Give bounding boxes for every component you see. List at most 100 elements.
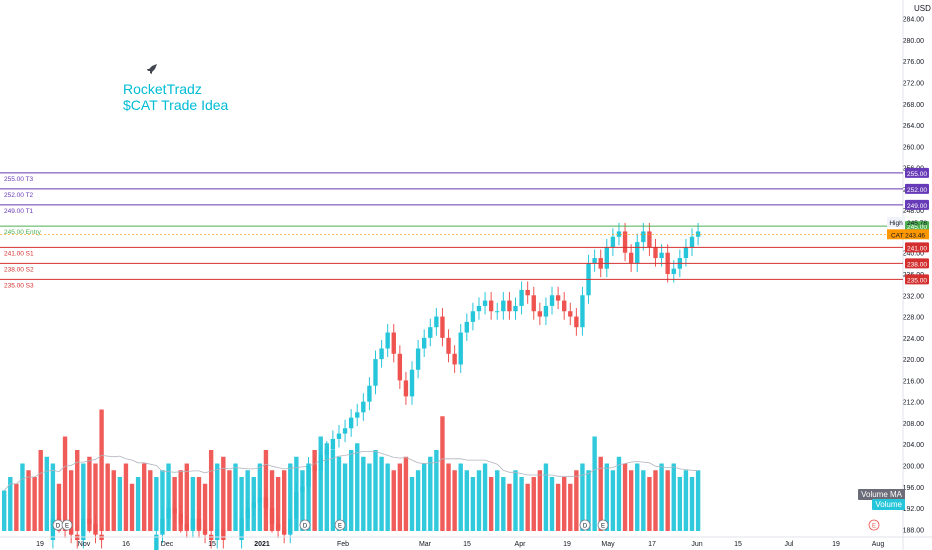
volume-bar xyxy=(568,483,573,531)
level-label: 249.00 T1 xyxy=(4,208,34,215)
event-marker-icon[interactable] xyxy=(61,519,73,531)
candle-body xyxy=(348,417,354,429)
volume-bar xyxy=(555,483,561,531)
level-label: 238.00 S2 xyxy=(4,266,34,273)
volume-bar xyxy=(202,483,208,531)
volume-bar xyxy=(38,450,43,531)
candle-body xyxy=(689,236,695,248)
volume-bar xyxy=(233,463,238,531)
candle-body xyxy=(440,316,445,338)
candle-body xyxy=(458,332,463,365)
volume-bar xyxy=(622,463,628,531)
volume-bar xyxy=(647,477,652,531)
candle-body xyxy=(87,518,92,525)
event-marker-icon[interactable] xyxy=(868,519,880,531)
volume-bar xyxy=(446,463,451,531)
candle-body xyxy=(434,316,439,328)
volume-label: Volume xyxy=(872,499,905,510)
price-tick-label: 264.00 xyxy=(903,123,925,130)
candle-body xyxy=(568,311,573,317)
volume-bar xyxy=(215,463,220,531)
price-tick-label: 248.00 xyxy=(903,208,925,215)
candle-body xyxy=(537,311,543,317)
volume-bar xyxy=(537,470,543,531)
candle-body xyxy=(501,300,506,312)
volume-bar xyxy=(592,436,597,531)
volume-bar xyxy=(312,450,317,531)
candle-body xyxy=(202,529,208,535)
candle-body xyxy=(610,236,616,248)
candle-body xyxy=(391,332,396,354)
candle-body xyxy=(154,534,159,550)
volume-bar xyxy=(519,477,524,531)
volume-bar xyxy=(32,477,37,531)
time-tick-label: 15 xyxy=(208,541,216,548)
price-tick-label: 196.00 xyxy=(903,485,925,492)
candle-body xyxy=(245,508,250,519)
event-marker-icon[interactable] xyxy=(597,519,609,531)
event-marker-icon[interactable] xyxy=(334,519,346,531)
price-tick-label: 284.00 xyxy=(903,17,925,24)
level-price-tag-text: 255.00 xyxy=(907,171,927,178)
annotation-author: RocketTradz xyxy=(123,81,202,97)
level-price-tag xyxy=(905,242,929,253)
volume-bar xyxy=(318,436,323,531)
volume-bar xyxy=(348,450,354,531)
level-label: 235.00 S3 xyxy=(4,282,34,289)
candle-body xyxy=(361,401,366,413)
candle-body xyxy=(282,529,287,535)
event-marker-label: E xyxy=(338,524,342,530)
candle-body xyxy=(671,268,676,274)
candle-body xyxy=(488,300,494,312)
volume-bar xyxy=(178,470,183,531)
volume-bar xyxy=(671,463,676,531)
price-tick-label: 268.00 xyxy=(903,102,925,109)
level-label: 252.00 T2 xyxy=(4,192,34,199)
idea-annotation[interactable]: RocketTradz $CAT Trade Idea xyxy=(123,81,228,113)
volume-bar xyxy=(142,463,147,531)
volume-bar xyxy=(403,456,409,531)
event-marker-icon[interactable] xyxy=(579,519,591,531)
time-tick-label: May xyxy=(601,541,615,548)
volume-bar xyxy=(379,456,384,531)
candle-body xyxy=(580,295,585,328)
volume-bar xyxy=(695,470,701,531)
volume-bar xyxy=(635,463,640,531)
volume-bar xyxy=(148,470,153,531)
candle-body xyxy=(403,380,409,397)
currency-label[interactable]: USD xyxy=(914,4,931,13)
candle-body xyxy=(160,518,165,535)
candle-body xyxy=(446,337,451,354)
candle-body xyxy=(428,327,433,338)
level-price-tag xyxy=(905,199,929,210)
volume-bar xyxy=(507,483,512,531)
volume-bar xyxy=(56,483,62,531)
price-tick-label: 224.00 xyxy=(903,336,925,343)
volume-bar xyxy=(677,477,683,531)
volume-bar xyxy=(99,409,104,531)
volume-bar xyxy=(62,436,68,531)
volume-bar xyxy=(14,483,19,531)
event-marker-icon[interactable] xyxy=(299,519,311,531)
volume-bar xyxy=(476,470,482,531)
candle-body xyxy=(50,518,56,540)
candle-body xyxy=(263,497,269,509)
candle-body xyxy=(415,348,421,370)
volume-bar xyxy=(562,477,567,531)
candle-body xyxy=(464,321,469,333)
volume-bar xyxy=(306,463,311,531)
volume-bar xyxy=(501,477,506,531)
volume-bar xyxy=(428,456,433,531)
level-price-tag-text: 235.00 xyxy=(907,277,927,284)
time-tick-label: 2021 xyxy=(254,541,270,548)
candle-body xyxy=(239,518,244,540)
candle-body xyxy=(275,524,281,530)
candle-body xyxy=(166,508,171,519)
candle-body xyxy=(495,311,500,313)
volume-bar xyxy=(330,450,336,531)
volume-ma-label: Volume MA xyxy=(858,489,905,500)
level-price-tag-text: 238.00 xyxy=(907,261,927,268)
volume-bar xyxy=(2,490,7,531)
price-tick-label: 200.00 xyxy=(903,464,925,471)
